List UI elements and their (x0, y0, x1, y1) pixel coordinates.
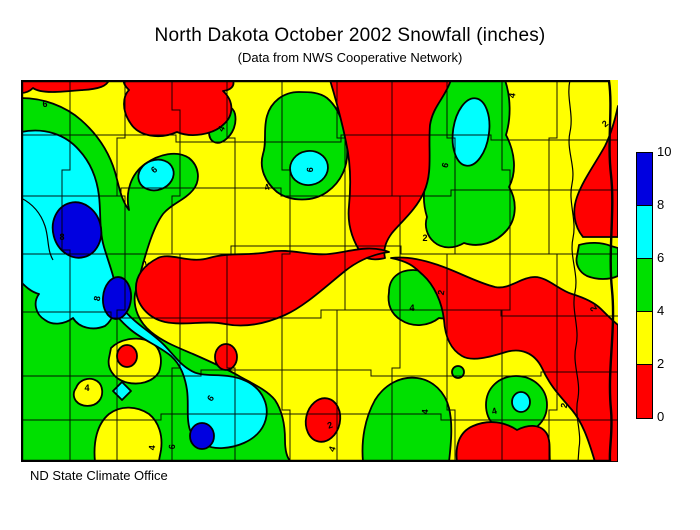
credit-text: ND State Climate Office (30, 468, 168, 483)
contour-label: 4 (84, 383, 89, 393)
contour-label: 4 (216, 124, 227, 133)
page-title: North Dakota October 2002 Snowfall (inch… (154, 25, 546, 46)
contour-label: 2 (326, 420, 334, 431)
contour-label: 2 (140, 259, 151, 268)
contour-label: 4 (263, 182, 271, 193)
colorbar-tick-label: 8 (657, 197, 665, 212)
contour-label: 6 (205, 393, 216, 403)
colorbar-tick-label: 10 (657, 144, 672, 159)
contour-label: 2 (559, 402, 570, 409)
colorbar-segment (637, 259, 652, 312)
contour-fills-red (21, 80, 618, 462)
colorbar (636, 152, 653, 419)
contour-label: 6 (167, 444, 177, 450)
contour-label: 6 (440, 162, 451, 169)
contour-label: 6 (149, 164, 159, 175)
colorbar-tick-label: 6 (657, 250, 665, 265)
contour-label: 2 (588, 304, 599, 313)
contour-label: 4 (147, 445, 157, 451)
contour-label: 6 (305, 167, 315, 173)
page-subtitle: (Data from NWS Cooperative Network) (237, 50, 463, 65)
colorbar-tick-label: 4 (657, 303, 665, 318)
contour-label: 2 (436, 289, 447, 296)
colorbar-segment (637, 206, 652, 259)
contour-label: 2 (422, 233, 427, 243)
contour-label: 4 (420, 409, 430, 415)
state-border (21, 80, 615, 462)
contour-label: 4 (507, 92, 518, 99)
colorbar-tick-label: 2 (657, 356, 665, 371)
contour-label: 4 (409, 303, 414, 313)
contour-label: 8 (59, 232, 64, 242)
contour-label: 4 (327, 445, 338, 453)
colorbar-segment (637, 365, 652, 418)
map-area: 6 6 4 6 4 4 6 2 8 8 2 2 4 2 2 4 4 6 6 2 4 4 4 2 (21, 80, 618, 462)
contour-label: 4 (491, 406, 498, 417)
contour-label: 6 (42, 99, 47, 109)
river-lines (21, 80, 581, 462)
colorbar-segment (637, 153, 652, 206)
colorbar-segment (637, 312, 652, 365)
contour-label: 8 (92, 295, 103, 302)
contour-label: 2 (600, 118, 610, 129)
contour-value-labels: 6 6 4 6 4 4 6 2 8 8 2 2 4 2 2 4 4 6 6 2 4 4 4 2 (42, 92, 610, 453)
contour-fills-blue (51, 201, 215, 450)
county-boundaries (21, 80, 618, 462)
colorbar-tick-label: 0 (657, 409, 665, 424)
snowfall-contour-map: 6 6 4 6 4 4 6 2 8 8 2 2 4 2 2 4 4 6 6 2 4 4 4 2 (21, 80, 618, 462)
